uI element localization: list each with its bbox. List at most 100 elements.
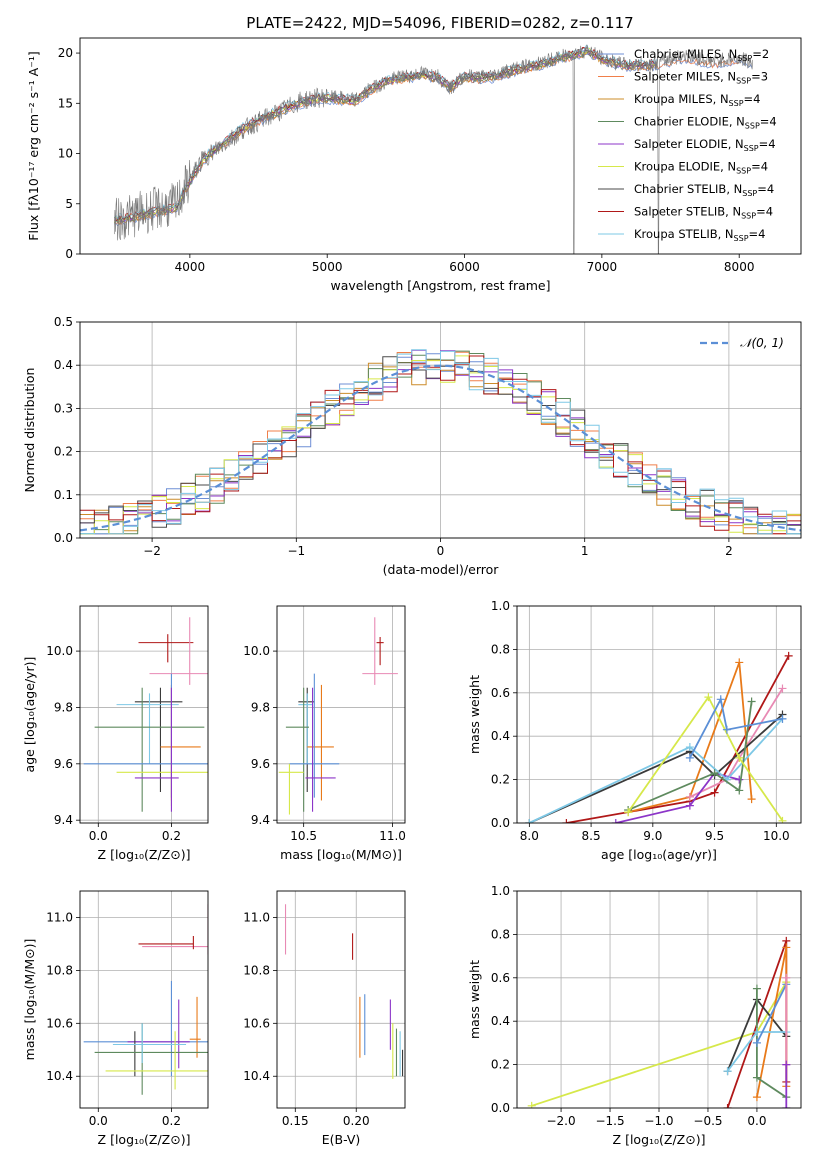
y-tick-label: 9.4 — [54, 813, 73, 827]
weight-line — [756, 947, 788, 1098]
y-tick-label: 10.8 — [46, 963, 73, 977]
x-tick-label: 11.0 — [379, 829, 406, 843]
y-tick-label: 9.6 — [251, 757, 270, 771]
chart-title: PLATE=2422, MJD=54096, FIBERID=0282, z=0… — [246, 14, 633, 32]
y-tick-label: 0.5 — [54, 315, 73, 329]
model-line-kroupa-stelib — [114, 44, 657, 220]
y-tick-label: 10 — [58, 147, 73, 161]
weight-marker — [752, 984, 761, 993]
axes-frame — [79, 37, 802, 255]
legend-entry: Kroupa MILES, NSSP=4 — [634, 92, 760, 108]
model-line-chabrier-stelib — [113, 47, 657, 222]
y-tick-label: 0.8 — [491, 642, 510, 656]
weight-line — [528, 713, 784, 823]
y-tick-label: 0.1 — [54, 488, 73, 502]
legend-text: Kroupa ELODIE, N — [634, 160, 736, 174]
weight-line — [689, 696, 783, 759]
weight-marker — [782, 1104, 791, 1108]
legend-suffix: =4 — [749, 227, 766, 241]
y-tick-label: 0.3 — [54, 401, 73, 415]
weight-marker — [752, 1073, 761, 1082]
axes-frame — [79, 321, 802, 539]
weight-marker — [710, 788, 719, 797]
y-tick-label: 0.2 — [491, 1058, 510, 1072]
plot-area — [278, 617, 398, 815]
legend-subscript: SSP — [734, 234, 749, 243]
legend-text: Salpeter STELIB, N — [634, 205, 741, 219]
x-tick-label: 0.0 — [89, 1114, 108, 1128]
legend-suffix: =2 — [752, 47, 769, 61]
weight-marker — [723, 1067, 732, 1076]
weight-marker — [747, 795, 756, 804]
axes-frame — [276, 605, 406, 824]
weight-marker — [704, 693, 713, 702]
y-axis-label: age [log₁₀(age/yr)] — [22, 657, 37, 773]
plot-area — [284, 904, 404, 1079]
x-axis-label: Z [log₁₀(Z/Z⊙)] — [98, 1132, 191, 1147]
model-line-kroupa-elodie — [113, 47, 657, 223]
x-tick-label: 5000 — [312, 260, 343, 274]
axes-frame — [516, 890, 802, 1109]
legend-subscript: SSP — [736, 77, 751, 86]
y-tick-label: 11.0 — [46, 910, 73, 924]
x-tick-label: 8000 — [724, 260, 755, 274]
panel-mass-vs-Z: 0.0 0.2 10.4 10.6 10.8 11.0 Z [log₁₀(Z/Z⊙)] mas… — [22, 890, 209, 1147]
x-tick-label: 7000 — [587, 260, 618, 274]
x-tick-label: 0.2 — [162, 1114, 181, 1128]
x-tick-label: 4000 — [175, 260, 206, 274]
y-tick-label: 10.6 — [243, 1016, 270, 1030]
legend-suffix: =4 — [751, 160, 768, 174]
weight-marker — [782, 943, 791, 952]
legend-entry: 𝒩(0, 1) — [740, 336, 784, 350]
y-tick-label: 0.4 — [491, 729, 510, 743]
weight-line — [627, 662, 753, 813]
legend-subscript: SSP — [737, 54, 752, 63]
legend-text: Chabrier MILES, N — [634, 47, 737, 61]
legend-text: Chabrier ELODIE, N — [634, 115, 745, 129]
x-tick-label: −0.5 — [693, 1114, 722, 1128]
weight-marker — [735, 775, 744, 784]
plot-area — [83, 617, 208, 812]
x-tick-label: 9.0 — [643, 829, 662, 843]
weight-marker — [778, 816, 787, 823]
legend-subscript: SSP — [745, 122, 760, 131]
x-tick-label: 0.2 — [162, 829, 181, 843]
legend-subscript: SSP — [736, 167, 751, 176]
panel-age-vs-Z: 0.0 0.2 9.4 9.6 9.8 10.0 Z [log₁₀(Z/Z⊙)] age [l… — [22, 605, 209, 862]
x-tick-label: −2 — [143, 544, 161, 558]
legend-suffix: =4 — [760, 115, 777, 129]
legend-entry: Chabrier MILES, NSSP=2 — [634, 47, 769, 63]
x-tick-label: 10.5 — [290, 829, 317, 843]
legend-text: Salpeter MILES, N — [634, 70, 736, 84]
axes-frame — [276, 890, 406, 1109]
model-line-chabrier-elodie — [114, 49, 657, 224]
x-axis-label: E(B-V) — [322, 1132, 361, 1147]
weight-marker — [778, 684, 787, 693]
plot-area — [525, 651, 793, 823]
y-tick-label: 11.0 — [243, 910, 270, 924]
axes-frame — [516, 605, 802, 824]
x-tick-label: 1 — [581, 544, 589, 558]
x-tick-label: −1 — [287, 544, 305, 558]
y-tick-label: 1.0 — [491, 599, 510, 613]
axes-frame — [79, 605, 209, 824]
x-tick-label: 0.15 — [282, 1114, 309, 1128]
legend-entry: Kroupa ELODIE, NSSP=4 — [634, 160, 768, 176]
plot-area — [527, 936, 791, 1108]
x-tick-label: −2.0 — [546, 1114, 575, 1128]
x-tick-label: 6000 — [449, 260, 480, 274]
weight-line — [627, 701, 753, 811]
x-axis-label: (data-model)/error — [383, 562, 500, 577]
weight-marker — [782, 1060, 791, 1069]
weight-line — [756, 983, 788, 1044]
weight-marker — [752, 1028, 761, 1037]
y-tick-label: 0.4 — [54, 358, 73, 372]
y-tick-label: 10.4 — [46, 1069, 73, 1083]
y-tick-label: 5 — [65, 197, 73, 211]
y-axis-label: mass weight — [467, 675, 482, 754]
panel-age-vs-mass: 10.5 11.0 9.4 9.6 9.8 10.0 mass [log₁₀(M/M⊙)] — [243, 605, 406, 862]
y-tick-label: 0.6 — [491, 686, 510, 700]
y-tick-label: 9.8 — [54, 700, 73, 714]
legend-text: Kroupa MILES, N — [634, 92, 729, 106]
